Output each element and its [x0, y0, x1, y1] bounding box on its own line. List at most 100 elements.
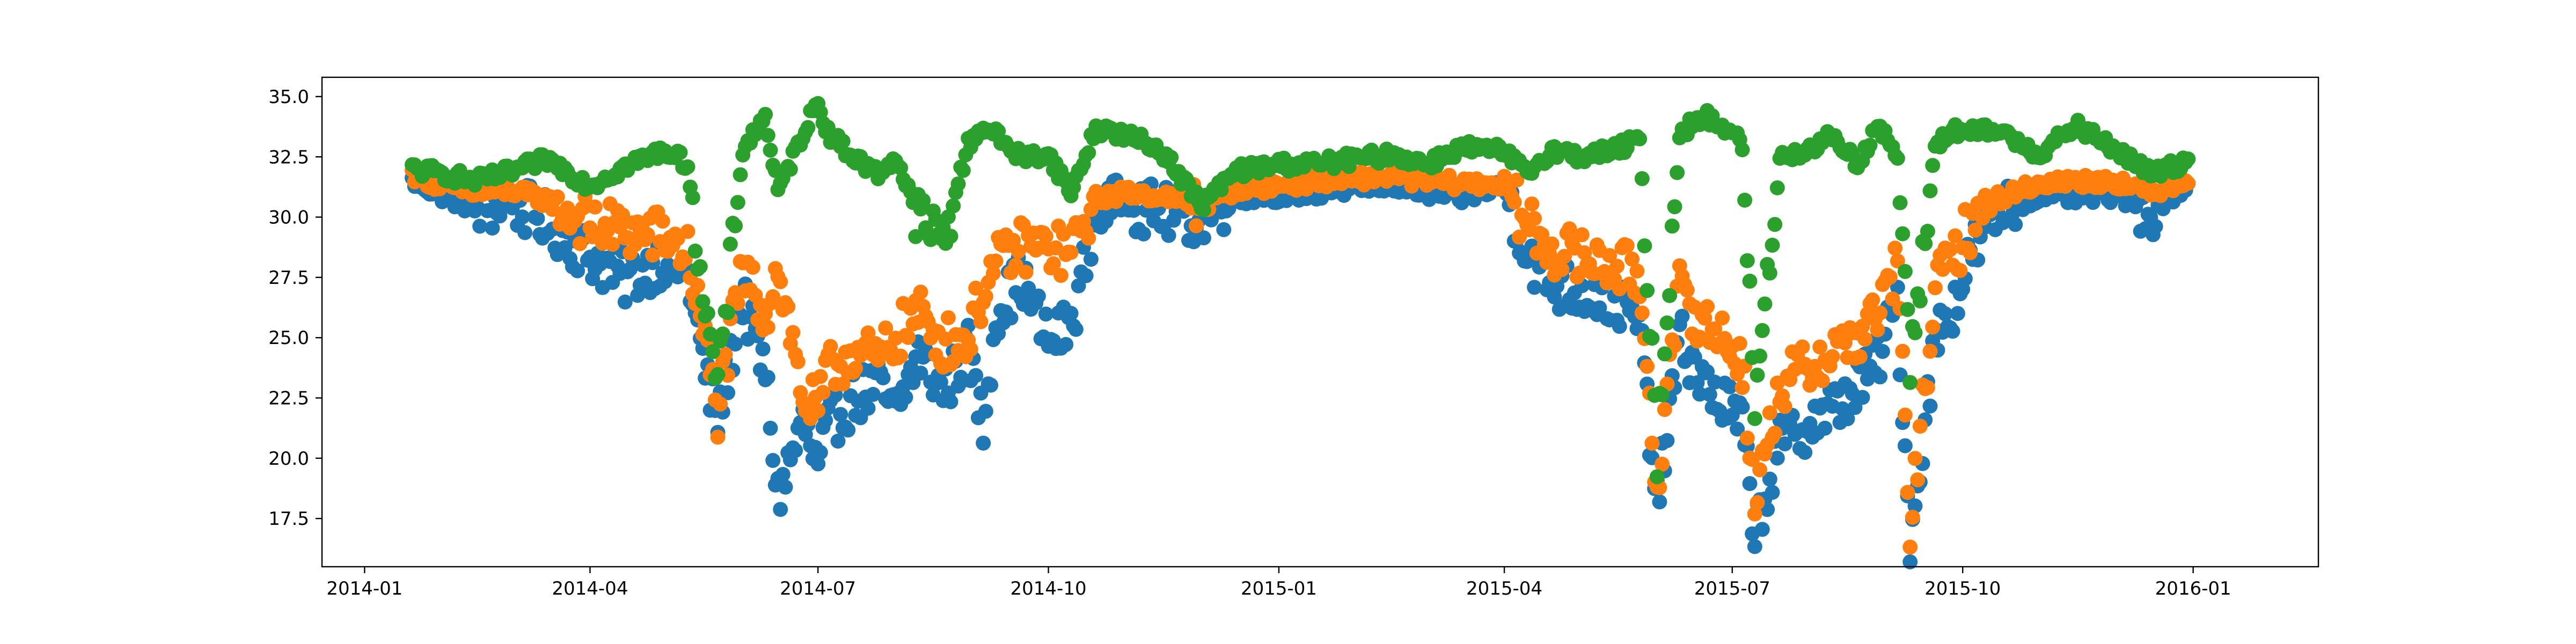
scatter-point [2180, 151, 2196, 167]
scatter-point [1161, 228, 1176, 243]
scatter-point [720, 385, 736, 400]
scatter-point [1634, 171, 1650, 186]
scatter-point [1081, 230, 1096, 246]
scatter-point [1592, 300, 1607, 316]
scatter-point [730, 195, 745, 210]
scatter-point [690, 277, 706, 293]
scatter-point [728, 218, 743, 233]
scatter-point [1739, 430, 1755, 446]
scatter-point [860, 325, 876, 341]
scatter-point [1644, 331, 1660, 346]
scatter-point [1897, 264, 1913, 279]
scatter-point [833, 407, 848, 422]
scatter-point [1747, 539, 1762, 554]
scatter-point [893, 348, 909, 364]
y-tick-label: 20.0 [268, 448, 309, 470]
x-tick-label: 2015-10 [1924, 578, 2001, 599]
scatter-point [1506, 194, 1522, 210]
scatter-point [828, 387, 843, 403]
scatter-point [898, 390, 913, 405]
scatter-point [517, 225, 533, 240]
scatter-point [1907, 451, 1923, 466]
scatter-point [492, 208, 508, 224]
scatter-point [1619, 238, 1635, 253]
scatter-point [550, 189, 565, 204]
scatter-point [1937, 306, 1953, 321]
scatter-point [1742, 476, 1758, 492]
scatter-point [1078, 268, 1094, 283]
scatter-point [773, 502, 788, 517]
scatter-point [760, 370, 775, 385]
scatter-point [1657, 402, 1672, 418]
y-tick-label: 30.0 [268, 207, 309, 229]
scatter-point [782, 162, 798, 177]
scatter-point [617, 294, 633, 310]
scatter-point [1840, 411, 1855, 427]
scatter-point [1655, 456, 1670, 472]
scatter-point [695, 294, 711, 310]
scatter-point [1629, 264, 1645, 279]
scatter-point [1920, 224, 1935, 239]
scatter-point [1715, 310, 1730, 326]
y-tick-label: 22.5 [268, 388, 309, 409]
x-tick-label: 2015-07 [1694, 578, 1770, 599]
scatter-point [976, 435, 991, 451]
scatter-point [788, 443, 803, 458]
scatter-point [813, 369, 828, 384]
scatter-point [848, 361, 863, 376]
scatter-point [605, 237, 620, 252]
scatter-point [1557, 248, 1572, 264]
scatter-point [758, 107, 773, 122]
scatter-point [968, 368, 984, 383]
scatter-point [978, 289, 993, 304]
scatter-point [1213, 182, 1229, 197]
scatter-point [773, 274, 788, 289]
scatter-point [1900, 485, 1915, 500]
scatter-point [1767, 217, 1783, 232]
scatter-point [933, 375, 948, 390]
scatter-point [940, 310, 956, 326]
scatter-point [1562, 221, 1577, 237]
scatter-point [1068, 321, 1084, 337]
scatter-point [800, 120, 816, 135]
scatter-point [1963, 245, 1978, 260]
scatter-point [1640, 283, 1655, 298]
scatter-point [978, 404, 993, 419]
scatter-point [1912, 293, 1928, 309]
scatter-point [1777, 436, 1792, 452]
scatter-point [1081, 145, 1096, 160]
scatter-point [1890, 151, 1905, 166]
scatter-point [1509, 172, 1525, 188]
scatter-point [1524, 196, 1540, 212]
scatter-point [1814, 373, 1830, 389]
scatter-point [745, 260, 760, 275]
scatter-point [946, 198, 961, 214]
scatter-point [1735, 399, 1750, 415]
scatter-point [1762, 405, 1777, 421]
scatter-point [963, 341, 978, 357]
scatter-point [1887, 240, 1903, 256]
scatter-point [813, 445, 828, 460]
scatter-point [991, 123, 1006, 139]
scatter-point [1574, 227, 1590, 243]
scatter-point [1762, 265, 1777, 281]
scatter-point [1948, 228, 1963, 244]
y-tick-label: 17.5 [268, 508, 309, 530]
scatter-point [1967, 222, 1983, 238]
scatter-point [722, 236, 738, 252]
scatter-point [1602, 248, 1618, 264]
scatter-point [1644, 435, 1660, 451]
scatter-point [1767, 426, 1783, 441]
scatter-point [530, 211, 545, 226]
scatter-point [1624, 251, 1640, 267]
scatter-point [1745, 452, 1760, 467]
scatter-point [1875, 343, 1890, 359]
scatter-point [1754, 522, 1770, 537]
scatter-point [1544, 236, 1560, 252]
scatter-point [1637, 238, 1652, 254]
scatter-point [840, 422, 856, 438]
scatter-point [983, 377, 999, 393]
scatter-point [1655, 387, 1670, 402]
scatter-point [1852, 349, 1868, 364]
